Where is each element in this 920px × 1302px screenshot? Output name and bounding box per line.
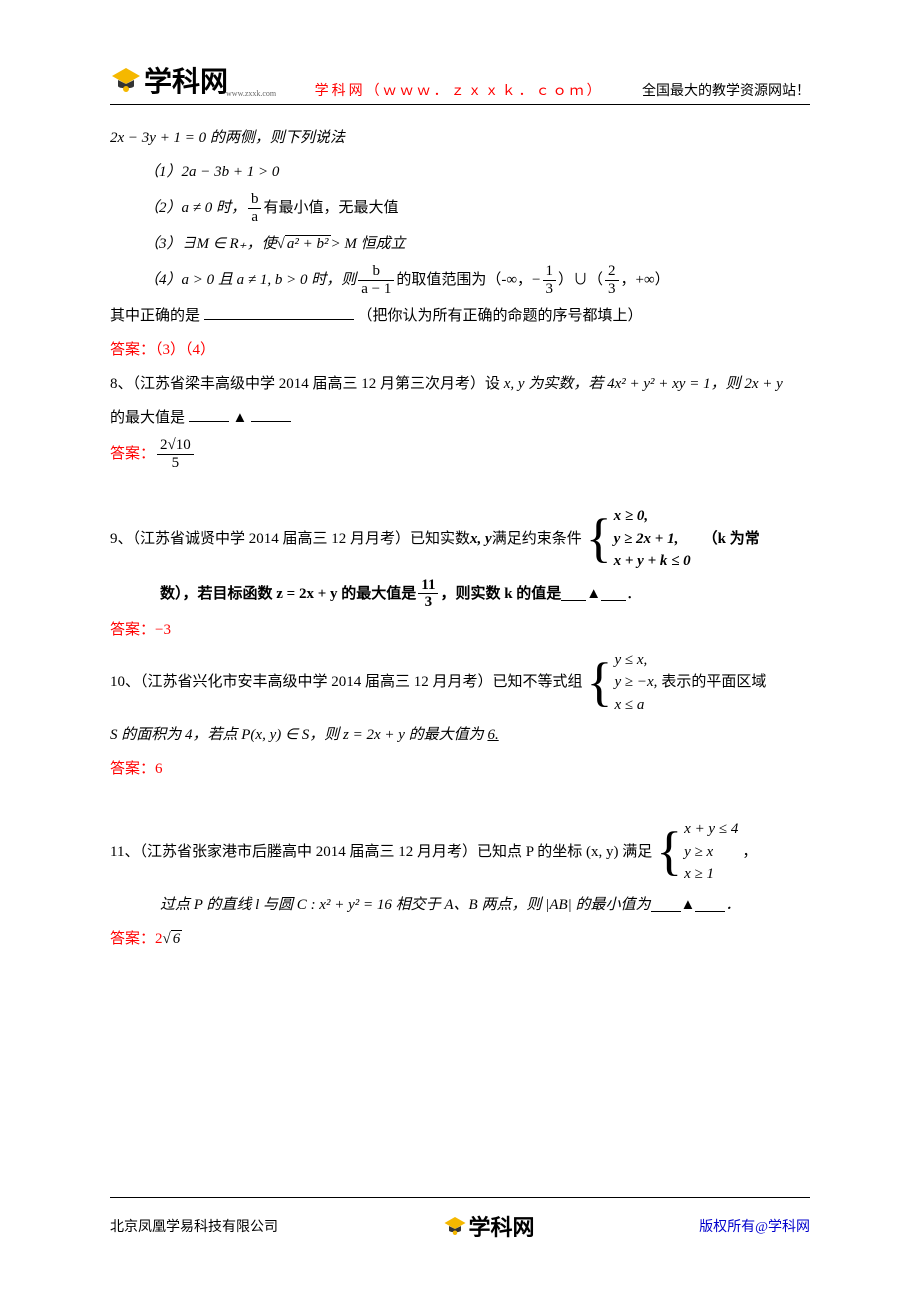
fraction-13: 1 3 — [543, 263, 557, 297]
sys-line: x ≥ 0, — [614, 505, 691, 528]
sys-line: x + y ≤ 4 — [684, 818, 738, 841]
frac-den: a — [248, 209, 262, 226]
fill-blank[interactable] — [695, 897, 725, 912]
q8-answer: 答案： 2√10 5 — [110, 437, 810, 471]
opt4-mid2: ）∪（ — [558, 265, 603, 295]
frac-num: b — [248, 191, 262, 209]
header-slogan: 全国最大的教学资源网站！ — [642, 80, 810, 100]
opt4-mid: 的取值范围为（-∞，− — [396, 265, 540, 295]
opt3-post: > M 恒成立 — [331, 229, 406, 259]
fraction-ba: b a — [248, 191, 262, 225]
triangle-marker: ▲ — [586, 579, 601, 609]
sqrt-6: 6 — [163, 924, 183, 954]
q8-line2: 的最大值是 ▲ — [110, 403, 810, 433]
fraction-23: 2 3 — [605, 263, 619, 297]
page-header: 学科网 www.zxxk.com 学科网（ｗｗｗ．ｚｘｘｋ．ｃｏｍ） 全国最大的… — [110, 60, 810, 105]
fill-blank[interactable] — [251, 407, 291, 422]
sys-line: x ≤ a — [614, 694, 657, 717]
intro-equation: 2x − 3y + 1 = 0 的两侧，则下列说法 — [110, 123, 810, 153]
q9-line2: 数），若目标函数 z = 2x + y 的最大值是 11 3 ，则实数 k 的值… — [110, 577, 810, 611]
option-3: （3）∃M ∈ R₊，使 a² + b² > M 恒成立 — [110, 229, 810, 259]
triangle-marker: ▲ — [681, 890, 696, 920]
q8-text: 8、（江苏省梁丰高级中学 2014 届高三 12 月第三次月考）设 x, y 为… — [110, 369, 810, 399]
fill-blank[interactable] — [651, 897, 681, 912]
fraction-113: 11 3 — [418, 577, 438, 611]
brace-system-q9: { x ≥ 0, y ≥ 2x + 1, x + y + k ≤ 0 — [586, 505, 691, 573]
graduate-cap-icon — [110, 64, 142, 96]
sys-line: y ≥ −x, — [614, 671, 657, 694]
sys-line: y ≥ 2x + 1, — [614, 528, 691, 551]
q9-text: 9、（江苏省诚贤中学 2014 届高三 12 月月考）已知实数 x, y 满足约… — [110, 505, 810, 573]
q11-answer: 答案：2 6 — [110, 924, 810, 954]
header-logo: 学科网 www.zxxk.com — [110, 60, 276, 100]
brace-system-q11: { x + y ≤ 4 y ≥ x x ≥ 1 — [656, 818, 738, 886]
fill-blank[interactable] — [204, 305, 354, 320]
left-brace-icon: { — [586, 514, 612, 563]
fill-blank[interactable] — [561, 586, 586, 601]
sys-line: x + y + k ≤ 0 — [614, 550, 691, 573]
q10-line2: S 的面积为 4，若点 P(x, y) ∈ S，则 z = 2x + y 的最大… — [110, 720, 810, 750]
page: 学科网 www.zxxk.com 学科网（ｗｗｗ．ｚｘｘｋ．ｃｏｍ） 全国最大的… — [0, 0, 920, 954]
sys-line: y ≥ x — [684, 841, 738, 864]
document-body: 2x − 3y + 1 = 0 的两侧，则下列说法 （1）2a − 3b + 1… — [110, 123, 810, 954]
triangle-marker: ▲ — [233, 410, 248, 426]
q10-text: 10、（江苏省兴化市安丰高级中学 2014 届高三 12 月月考）已知不等式组 … — [110, 649, 810, 717]
footer-copyright: 版权所有@学科网 — [699, 1216, 810, 1236]
sqrt-a2b2: a² + b² — [277, 229, 331, 259]
fraction-ans8: 2√10 5 — [157, 437, 194, 471]
option-1: （1）2a − 3b + 1 > 0 — [110, 157, 810, 187]
fraction-b-a1: b a − 1 — [358, 263, 394, 297]
option-4: （4）a > 0 且 a ≠ 1, b > 0 时，则 b a − 1 的取值范… — [110, 263, 810, 297]
left-brace-icon: { — [587, 658, 613, 707]
graduate-cap-icon — [443, 1214, 467, 1238]
opt2-post: 有最小值，无最大值 — [263, 193, 398, 223]
opt4-pre: （4）a > 0 且 a ≠ 1, b > 0 时，则 — [144, 265, 356, 295]
left-brace-icon: { — [656, 827, 682, 876]
sys-line: y ≤ x, — [614, 649, 657, 672]
fill-blank[interactable] — [189, 407, 229, 422]
logo-subtext: www.zxxk.com — [226, 89, 276, 98]
sys-line: x ≥ 1 — [684, 863, 738, 886]
opt2-pre: （2）a ≠ 0 时， — [144, 193, 246, 223]
q11-text: 11、（江苏省张家港市后塍高中 2014 届高三 12 月月考）已知点 P 的坐… — [110, 818, 810, 886]
q10-answer: 答案：6 — [110, 754, 810, 784]
underline-6: 6. — [487, 727, 498, 743]
q11-line2: 过点 P 的直线 l 与圆 C : x² + y² = 16 相交于 A、B 两… — [110, 890, 810, 920]
intro-closing: 其中正确的是 （把你认为所有正确的命题的序号都填上） — [110, 301, 810, 331]
page-footer: 北京凤凰学易科技有限公司 学科网 版权所有@学科网 — [110, 1197, 810, 1242]
brace-system-q10: { y ≤ x, y ≥ −x, x ≤ a — [587, 649, 658, 717]
footer-company: 北京凤凰学易科技有限公司 — [110, 1216, 278, 1236]
logo-text: 学科网 — [144, 60, 228, 100]
option-2: （2）a ≠ 0 时， b a 有最小值，无最大值 — [110, 191, 810, 225]
intro-answer: 答案：（3）（4） — [110, 335, 810, 365]
opt3-pre: （3）∃M ∈ R₊，使 — [144, 229, 277, 259]
footer-logo: 学科网 — [443, 1210, 535, 1242]
fill-blank[interactable] — [601, 586, 626, 601]
q9-answer: 答案：−3 — [110, 615, 810, 645]
header-center-link[interactable]: 学科网（ｗｗｗ．ｚｘｘｋ．ｃｏｍ） — [315, 80, 604, 100]
opt4-post: ，+∞） — [621, 265, 670, 295]
footer-logo-text: 学科网 — [469, 1210, 535, 1242]
